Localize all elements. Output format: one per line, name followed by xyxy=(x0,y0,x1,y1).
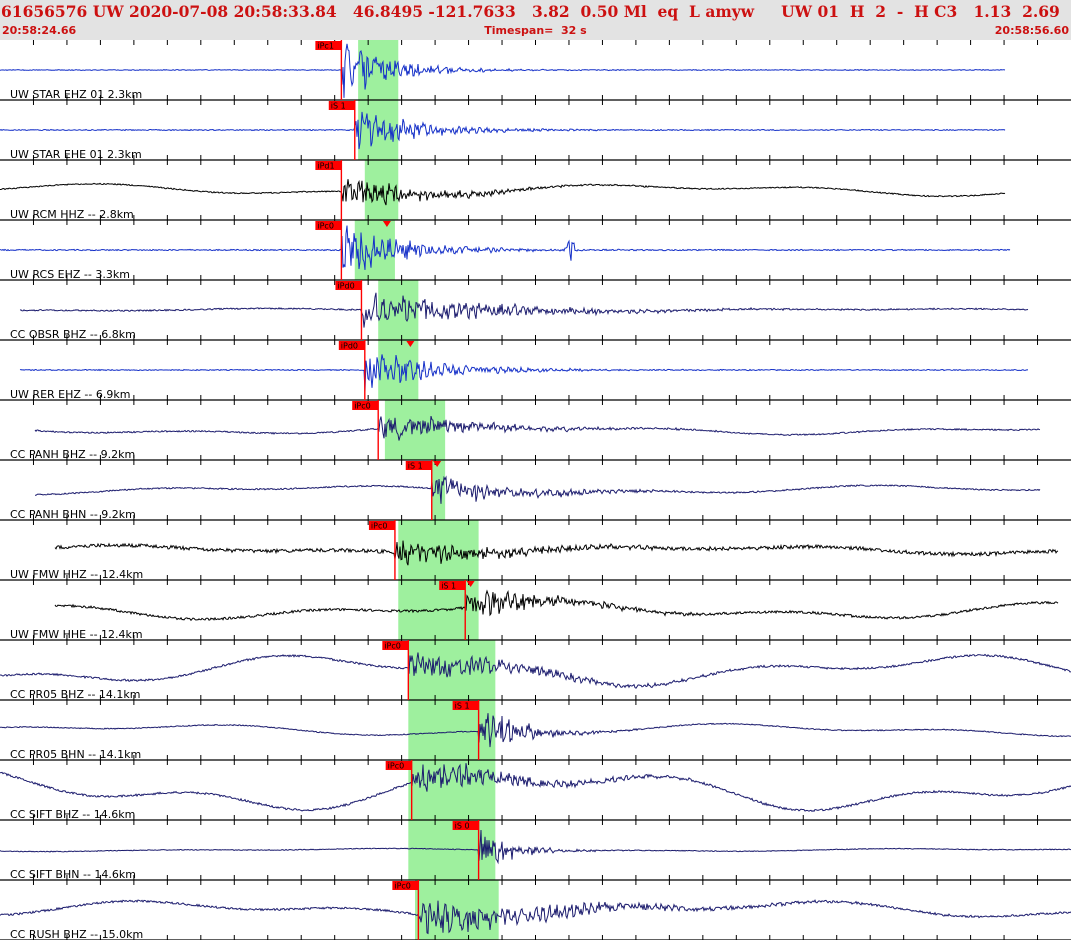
theoretical-arrival-marker xyxy=(433,461,442,467)
station-label: CC PR05 BHN -- 14.1km xyxy=(10,748,141,761)
station-label: UW RCM HHZ -- 2.8km xyxy=(10,208,134,221)
status: H C3 xyxy=(914,2,958,21)
waveform-trace xyxy=(0,43,1006,98)
pick-flag[interactable] xyxy=(315,221,342,230)
phase-picks[interactable]: iPc1 iS 1 iPd1 iPc0 iPd0 iPd0 iPc0 iS 1 iPc0 iS 1… xyxy=(315,40,480,940)
station-label: UW RER EHZ -- 6.9km xyxy=(10,388,130,401)
analysis-windows xyxy=(354,40,499,940)
timespan-label: Timespan= 32 s xyxy=(484,24,587,37)
pick-label[interactable]: iS 0 xyxy=(455,822,470,831)
analysis-window xyxy=(358,40,399,100)
pick-flag[interactable] xyxy=(368,521,395,530)
dash: - xyxy=(896,2,904,21)
station-label: CC SIFT BHZ -- 14.6km xyxy=(10,808,135,821)
origin-datetime: 2020-07-08 20:58:33.84 xyxy=(129,2,337,21)
count: 2 xyxy=(875,2,887,21)
magnitude-type: Ml xyxy=(623,2,647,21)
pick-label[interactable]: iPd0 xyxy=(341,342,358,351)
row-grid xyxy=(0,40,1071,940)
pick-flag[interactable] xyxy=(392,881,419,890)
pick-label[interactable]: iS 1 xyxy=(455,702,470,711)
pick-label[interactable]: iPc0 xyxy=(388,762,405,771)
station-labels: UW STAR EHZ 01 2.3km UW STAR EHE 01 2.3km… xyxy=(10,88,143,940)
waveform-trace xyxy=(54,589,1059,622)
waveform-trace xyxy=(34,415,1041,441)
event-id: 61656576 xyxy=(1,2,88,21)
pick-flag[interactable] xyxy=(452,821,479,830)
waveform-trace xyxy=(0,179,1006,206)
network-code: UW xyxy=(92,2,124,21)
pick-label[interactable]: iPc0 xyxy=(354,402,371,411)
value-b: 2.69 xyxy=(1022,2,1060,21)
station-label: CC RUSH BHZ -- 15.0km xyxy=(10,928,143,940)
pick-flag[interactable] xyxy=(315,41,342,50)
pick-label[interactable]: iPc0 xyxy=(384,642,401,651)
seismogram-panel[interactable]: iPc1 iS 1 iPd1 iPc0 iPd0 iPd0 iPc0 iS 1 iPc0 iS 1… xyxy=(0,40,1071,940)
waveform-trace xyxy=(0,763,1071,813)
station-label: UW FMW HHZ -- 12.4km xyxy=(10,568,143,581)
waveform-trace xyxy=(0,713,1071,748)
pick-label[interactable]: iPc0 xyxy=(394,882,411,891)
pick-flag[interactable] xyxy=(338,341,365,350)
theoretical-arrival-marker xyxy=(382,221,391,227)
magnitude: 0.50 xyxy=(580,2,619,21)
station-label: CC SIFT BHN -- 14.6km xyxy=(10,868,136,881)
end-time: 20:58:56.60 xyxy=(994,24,1069,37)
quality-flag: H xyxy=(849,2,865,21)
analysis-window xyxy=(384,400,446,460)
pick-label[interactable]: iS 1 xyxy=(408,462,423,471)
waveform-trace xyxy=(54,540,1059,566)
waveform-trace xyxy=(19,354,1029,392)
source-code: UW xyxy=(781,2,813,21)
station-label: CC PANH BHN -- 9.2km xyxy=(10,508,136,521)
station-label: CC PR05 BHZ -- 14.1km xyxy=(10,688,141,701)
pick-label[interactable]: iPd0 xyxy=(337,282,354,291)
pick-flag[interactable] xyxy=(405,461,432,470)
pick-flag[interactable] xyxy=(328,101,355,110)
pick-flag[interactable] xyxy=(315,161,342,170)
theoretical-arrival-marker xyxy=(406,341,415,347)
latitude: 46.8495 xyxy=(352,2,424,21)
pick-label[interactable]: iPc0 xyxy=(317,222,334,231)
value-a: 1.13 xyxy=(973,2,1012,21)
start-time: 20:58:24.66 xyxy=(2,24,77,37)
longitude: -121.7633 xyxy=(428,2,516,21)
waveform-trace xyxy=(0,225,1011,270)
waveform-trace xyxy=(0,652,1071,689)
pick-label[interactable]: iPd1 xyxy=(317,162,334,171)
pick-label[interactable]: iPc0 xyxy=(371,522,388,531)
pick-flag[interactable] xyxy=(352,401,379,410)
pick-flag[interactable] xyxy=(439,581,466,590)
station-label: UW FMW HHE -- 12.4km xyxy=(10,628,143,641)
waveform-trace xyxy=(0,829,1071,865)
station-label: UW STAR EHE 01 2.3km xyxy=(10,148,142,161)
station-label: CC PANH BHZ -- 9.2km xyxy=(10,448,135,461)
station-label: UW RCS EHZ -- 3.3km xyxy=(10,268,130,281)
depth: 3.82 xyxy=(531,2,570,21)
station-label: CC OBSR BHZ -- 6.8km xyxy=(10,328,136,341)
station-label: UW STAR EHZ 01 2.3km xyxy=(10,88,142,101)
pick-flag[interactable] xyxy=(335,281,362,290)
theoretical-arrival-marker xyxy=(466,581,475,587)
analysis-window xyxy=(408,760,496,820)
pick-flag[interactable] xyxy=(385,761,412,770)
location-flag: L xyxy=(689,2,700,21)
pick-label[interactable]: iPc1 xyxy=(317,42,334,51)
pick-label[interactable]: iS 1 xyxy=(441,582,456,591)
waveform-trace xyxy=(0,111,1006,150)
version: 01 xyxy=(817,2,840,21)
waveform-traces xyxy=(0,43,1071,935)
pick-flag[interactable] xyxy=(452,701,479,710)
waveform-trace xyxy=(19,292,1029,328)
waveform-trace xyxy=(0,899,1071,935)
analyst: amyw xyxy=(705,2,755,21)
analysis-window xyxy=(408,640,496,700)
event-summary-line: 61656576 UW 2020-07-08 20:58:33.84 46.84… xyxy=(1,1,1070,23)
pick-label[interactable]: iS 1 xyxy=(331,102,346,111)
event-header: 61656576 UW 2020-07-08 20:58:33.84 46.84… xyxy=(0,0,1071,40)
waveform-trace xyxy=(35,475,1041,504)
pick-flag[interactable] xyxy=(382,641,409,650)
event-type: eq xyxy=(657,2,679,21)
